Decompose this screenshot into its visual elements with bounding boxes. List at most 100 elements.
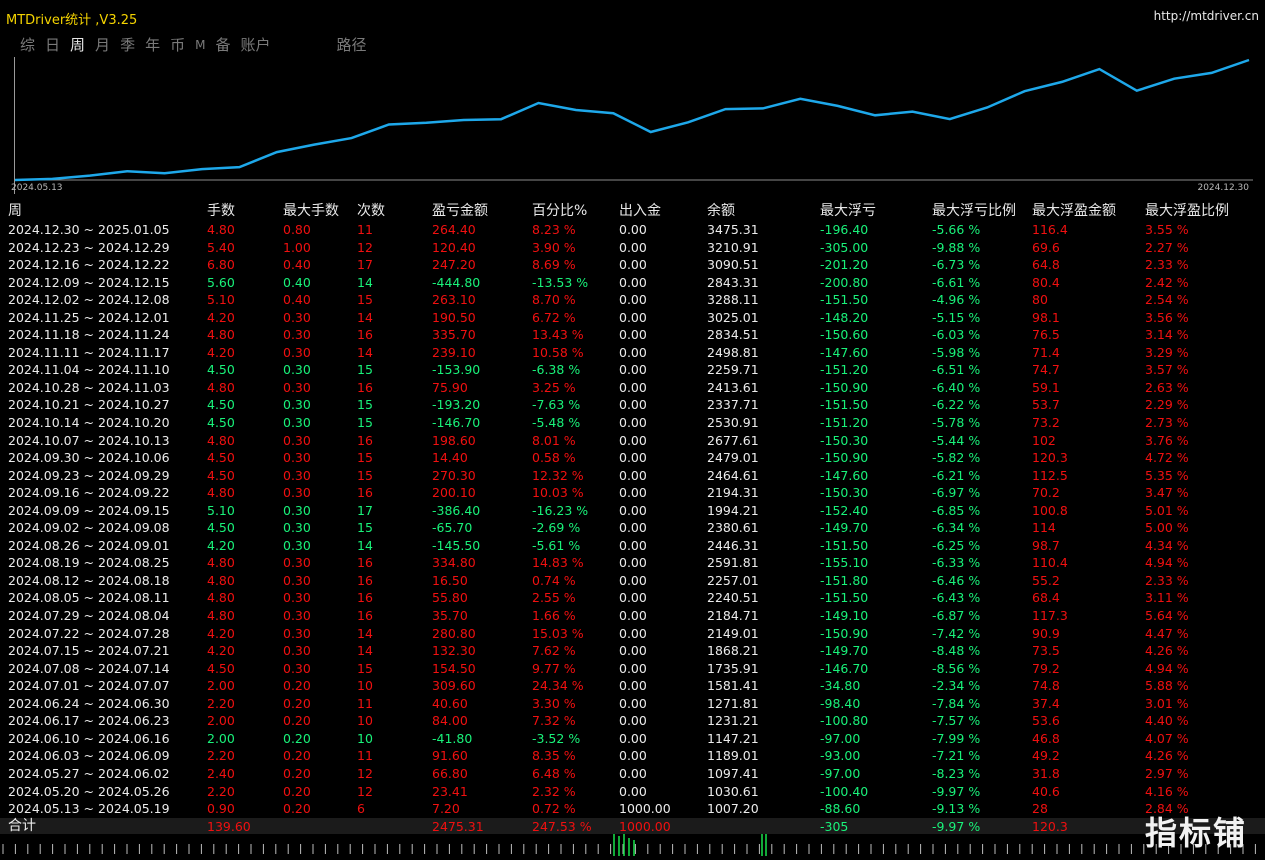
cell-col-8: -88.60 [820,801,861,817]
tab-8[interactable]: 备 [215,36,231,54]
cell-col-3: 12 [357,765,373,781]
cell-col-8: -93.00 [820,748,861,764]
tab-0[interactable]: 综 [20,36,36,54]
cell-col-5: -5.48 % [532,415,581,431]
cell-col-9: -6.73 % [932,257,981,273]
cell-col-11: 4.26 % [1145,643,1189,659]
cell-col-6: 0.00 [619,730,647,746]
totals-row: 合计 139.60 2475.31 247.53 % 1000.00 -305 -9.97 … [0,817,1265,836]
cell-col-9: 最大浮亏比例 [932,203,1016,219]
cell-col-0: 2024.09.16 ~ 2024.09.22 [8,485,170,501]
tab-10[interactable]: 路径 [336,36,367,54]
bottom-strip [0,834,1265,856]
cell-col-10: 46.8 [1032,730,1060,746]
tab-7[interactable]: M [195,38,206,52]
tab-6[interactable]: 币 [170,36,186,54]
cell-col-5: 7.62 % [532,643,576,659]
cell-col-6: 出入金 [619,203,661,219]
tab-9[interactable]: 账户 [240,36,271,54]
cell-col-3: 14 [357,309,373,325]
cell-col-6: 0.00 [619,309,647,325]
cell-col-7: 2380.61 [707,520,759,536]
cell-col-6: 0.00 [619,362,647,378]
cell-col-6: 1000.00 [619,818,671,834]
cell-col-7: 2257.01 [707,572,759,588]
cell-col-3: 16 [357,327,373,343]
cell-col-8: -151.50 [820,537,869,553]
cell-col-0: 2024.12.09 ~ 2024.12.15 [8,274,170,290]
cell-col-0: 2024.11.11 ~ 2024.11.17 [8,344,170,360]
cell-col-3: 12 [357,239,373,255]
cell-col-5: 247.53 % [532,818,592,834]
tab-2[interactable]: 周 [70,36,86,54]
cell-col-2: 0.80 [283,222,311,237]
cell-col-9: -6.22 % [932,397,981,413]
cell-col-3: 11 [357,695,373,711]
cell-col-9: -9.97 % [932,783,981,799]
cell-col-11: 最大浮盈比例 [1145,203,1229,219]
cell-col-7: 2259.71 [707,362,759,378]
cell-col-8: -147.60 [820,344,869,360]
table-row: 2024.05.13 ~ 2024.05.19 0.90 0.20 6 7.20 0.72… [0,800,1265,818]
cell-col-8: -148.20 [820,309,869,325]
cell-col-3: 16 [357,608,373,624]
cell-col-1: 0.90 [207,801,235,817]
cell-col-1: 4.80 [207,327,235,343]
cell-col-11: 3.57 % [1145,362,1189,378]
cell-col-1: 4.80 [207,572,235,588]
table-row: 2024.09.30 ~ 2024.10.06 4.50 0.30 15 14.40 0.… [0,449,1265,467]
cell-col-9: -6.40 % [932,379,981,395]
cell-col-1: 2.00 [207,678,235,694]
table-row: 2024.10.07 ~ 2024.10.13 4.80 0.30 16 198.60 8… [0,432,1265,450]
website-link[interactable]: http://mtdriver.cn [1153,9,1259,23]
cell-col-7: 1868.21 [707,643,759,659]
cell-col-6: 0.00 [619,678,647,694]
table-row: 2024.08.05 ~ 2024.08.11 4.80 0.30 16 55.80 2.… [0,589,1265,607]
cell-col-5: 6.48 % [532,765,576,781]
cell-col-2: 0.30 [283,590,311,606]
cell-col-8: -151.50 [820,397,869,413]
cell-col-0: 2024.12.02 ~ 2024.12.08 [8,292,170,308]
cell-col-4: -145.50 [432,537,481,553]
cell-col-2: 0.30 [283,625,311,641]
cell-col-6: 1000.00 [619,801,671,817]
cell-col-3: 15 [357,397,373,413]
table-row: 2024.07.01 ~ 2024.07.07 2.00 0.20 10 309.60 2… [0,677,1265,695]
balance-line [15,58,1250,182]
tab-5[interactable]: 年 [145,36,161,54]
table-row: 2024.08.19 ~ 2024.08.25 4.80 0.30 16 334.80 1… [0,554,1265,572]
cell-col-1: 4.50 [207,362,235,378]
cell-col-6: 0.00 [619,450,647,466]
cell-col-8: -305 [820,818,849,834]
cell-col-6: 0.00 [619,485,647,501]
cell-col-4: 75.90 [432,379,468,395]
cell-col-1: 4.80 [207,432,235,448]
cell-col-7: 2834.51 [707,327,759,343]
cell-col-11: 2.29 % [1145,397,1189,413]
cell-col-2: 最大手数 [283,203,339,219]
table-row: 2024.09.02 ~ 2024.09.08 4.50 0.30 15 -65.70 -… [0,519,1265,537]
cell-col-5: 百分比% [532,203,588,219]
tab-1[interactable]: 日 [45,36,61,54]
chart-start-date: 2024.05.13 [11,183,63,193]
cell-col-7: 1007.20 [707,801,759,817]
cell-col-1: 4.50 [207,660,235,676]
cell-col-7: 3288.11 [707,292,759,308]
cell-col-9: -8.56 % [932,660,981,676]
weekly-stats-table: 周 手数 最大手数 次数 盈亏金额 百分比% 出入金 余额 最大浮亏 最大浮亏比例 最大浮盈金额 最大… [0,201,1265,836]
cell-col-1: 4.50 [207,467,235,483]
cell-col-8: -98.40 [820,695,861,711]
tab-3[interactable]: 月 [95,36,111,54]
cell-col-0: 周 [8,203,22,219]
cell-col-0: 2024.10.14 ~ 2024.10.20 [8,415,170,431]
cell-col-4: 200.10 [432,485,476,501]
cell-col-0: 2024.08.19 ~ 2024.08.25 [8,555,170,571]
cell-col-4: 335.70 [432,327,476,343]
cell-col-7: 2530.91 [707,415,759,431]
cell-col-0: 2024.05.27 ~ 2024.06.02 [8,765,170,781]
cell-col-11: 2.42 % [1145,274,1189,290]
tab-4[interactable]: 季 [120,36,136,54]
cell-col-8: -34.80 [820,678,861,694]
cell-col-9: -7.99 % [932,730,981,746]
cell-col-2: 0.30 [283,608,311,624]
